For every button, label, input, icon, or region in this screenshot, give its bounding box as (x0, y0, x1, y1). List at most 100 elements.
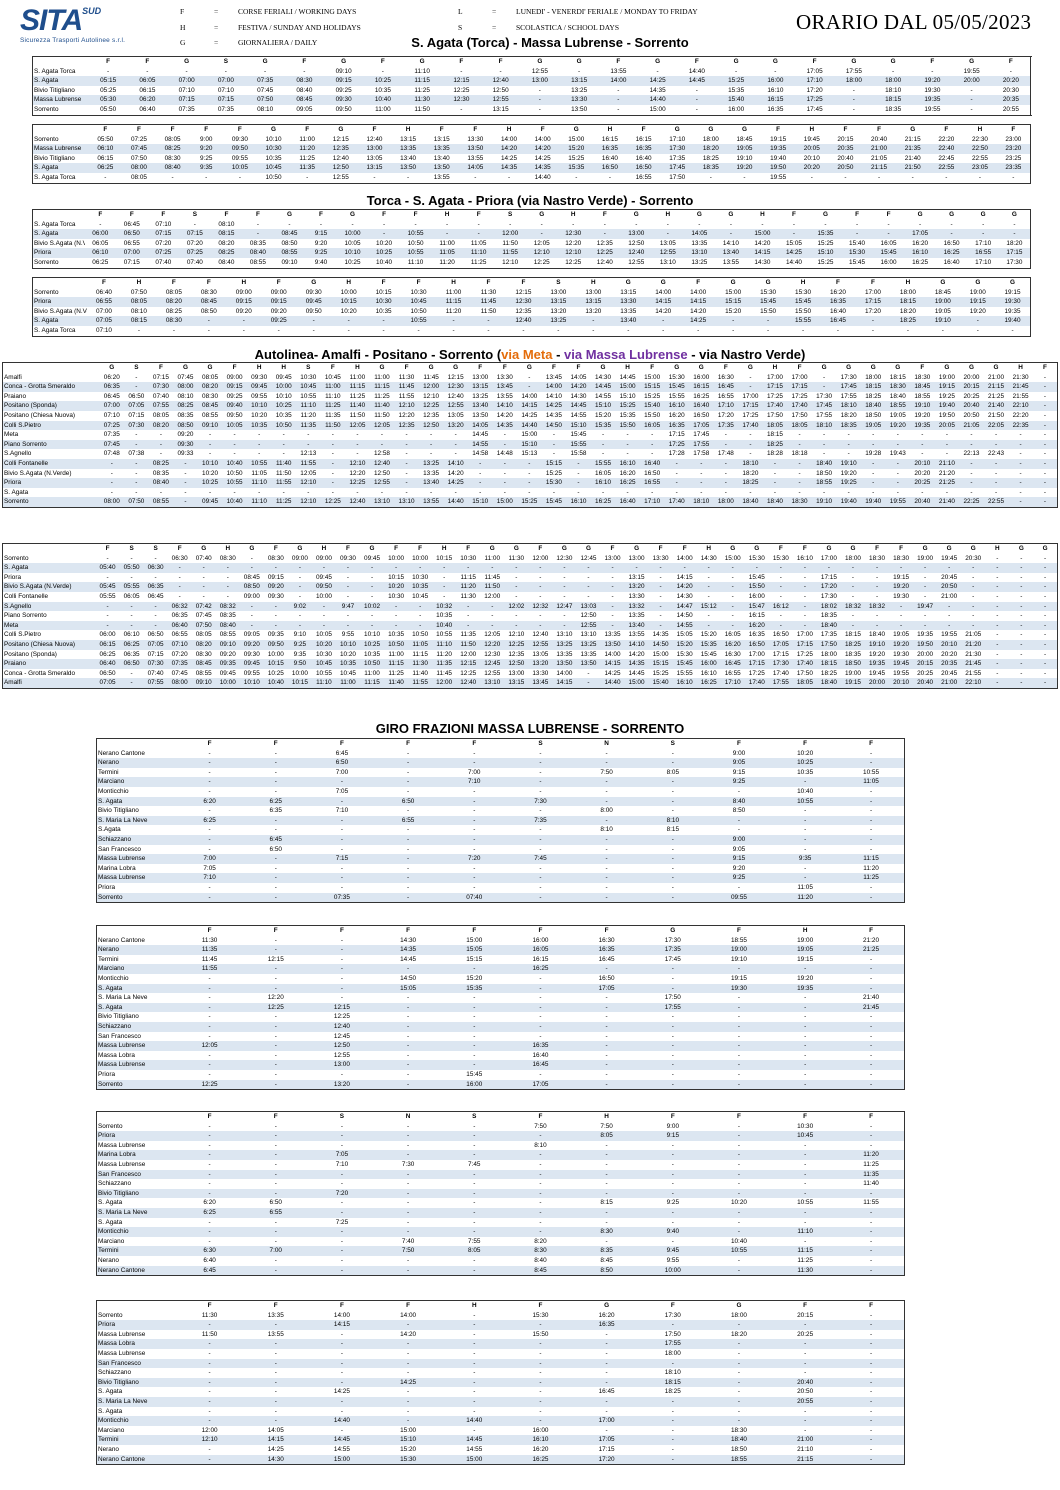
departure-time: 19:15 (840, 678, 865, 689)
service-type: G (809, 209, 842, 220)
departure-time: 13:20 (443, 420, 468, 431)
departure-time: 9:55 (666, 1256, 680, 1264)
departure-time: - (119, 678, 144, 689)
departure-time: - (860, 439, 886, 450)
departure-time: 19:55 (941, 631, 958, 639)
departure-time: - (737, 1032, 741, 1040)
departure-time: 16:25 (590, 497, 616, 508)
departure-time: - (407, 1388, 410, 1396)
departure-time: - (274, 749, 277, 757)
departure-time: - (573, 1079, 640, 1090)
departure-time: 08:40 (215, 620, 240, 631)
departure-time: - (263, 601, 288, 612)
departure-time: - (945, 173, 948, 181)
departure-time: - (384, 620, 409, 631)
departure-time: - (473, 994, 476, 1002)
departure-time: - (443, 573, 446, 581)
departure-time: 12:30 (557, 229, 589, 239)
departure-time: - (750, 316, 786, 326)
departure-time: 14:35 (649, 86, 666, 94)
table-row: Termini 6:30 7:00-7:50 8:05 8:30 8:35 9:45 10:5… (96, 1246, 905, 1256)
departure-time: - (603, 220, 606, 228)
departure-time: 09:10 (281, 258, 298, 266)
departure-time: - (772, 1339, 839, 1349)
departure-time: - (743, 173, 746, 181)
departure-time: - (838, 1377, 905, 1388)
departure-time: - (869, 1311, 873, 1319)
departure-time: - (615, 439, 640, 450)
departure-time: - (335, 620, 361, 631)
departure-time: 11:15 (345, 382, 370, 392)
departure-time: - (639, 1169, 706, 1180)
departure-time: 15:00 (746, 229, 779, 239)
departure-time: 09:30 (243, 650, 260, 658)
departure-time: - (792, 582, 817, 592)
departure-time: - (340, 1369, 343, 1377)
departure-time: 15:50 (760, 307, 777, 315)
departure-time: 20:50 (828, 163, 863, 173)
departure-time: 09:35 (267, 631, 284, 639)
departure-time: - (443, 439, 468, 450)
departure-time: - (408, 563, 433, 573)
departure-time: 14:00 (598, 76, 638, 86)
departure-time: - (226, 316, 262, 326)
stop-name: Massa Lubrense (96, 873, 177, 883)
departure-time: - (705, 1265, 773, 1276)
departure-time: 16:20 (532, 1445, 549, 1453)
stop-name: Bivio Titigliano (96, 1188, 177, 1199)
stop-name: Sorrento (4, 554, 29, 562)
departure-time: - (407, 845, 410, 853)
service-type: H (271, 362, 296, 373)
departure-time: 09:25 (335, 86, 352, 94)
sita-logo: SITASUD Sicurezza Trasporti Autolinee s.… (20, 6, 180, 48)
departure-time: - (838, 834, 905, 845)
departure-time: 10:35 (335, 659, 361, 669)
departure-time: 12:40 (308, 1021, 376, 1032)
departure-time: - (287, 620, 312, 631)
departure-time: 13:35 (424, 144, 459, 154)
departure-time: 07:55 (143, 678, 168, 689)
departure-time: 13:30 (628, 592, 645, 600)
departure-time: - (242, 1188, 309, 1199)
departure-time: - (952, 95, 992, 105)
departure-time: - (431, 229, 463, 239)
departure-time: - (528, 620, 553, 631)
departure-time: 19:35 (1004, 307, 1021, 315)
departure-time: 08:40 (155, 163, 190, 173)
table-row: Bivio Titigliano 05:25 06:15 07:10 07:10 07:4… (33, 86, 1031, 96)
departure-time: - (611, 573, 614, 581)
departure-time: - (659, 612, 662, 620)
departure-time: 09:45 (239, 659, 264, 669)
departure-time: 08:45 (191, 297, 227, 307)
departure-time: - (787, 478, 812, 488)
departure-time: 15:50 (795, 307, 812, 315)
departure-time: 18:40 (816, 678, 841, 689)
departure-time: 21:40 (934, 497, 960, 508)
departure-time: 16:20 (668, 411, 685, 419)
departure-time: - (573, 1396, 640, 1407)
departure-time: - (705, 1041, 773, 1051)
departure-time: 6:45 (335, 749, 349, 757)
departure-time: - (671, 749, 674, 757)
departure-time: 11:30 (398, 373, 415, 381)
departure-time: 17:15 (998, 248, 1031, 258)
departure-time: 15:35 (696, 639, 721, 650)
departure-time: 14:30 (595, 373, 612, 381)
departure-time: - (587, 592, 590, 600)
table-row: San Francesco - - - - - - - - - -11:35 (96, 1169, 905, 1180)
departure-time: - (811, 439, 837, 450)
departure-time: 21:00 (937, 678, 962, 689)
departure-time: 16:35 (767, 105, 784, 113)
departure-time: - (924, 573, 927, 581)
departure-time: - (1044, 650, 1047, 658)
departure-time: 10:05 (344, 239, 361, 247)
departure-time: 10:40 (730, 1237, 747, 1245)
departure-time: - (792, 601, 817, 612)
departure-time: 14:20 (672, 582, 697, 592)
departure-time: 05:30 (88, 95, 128, 105)
departure-time: - (948, 612, 951, 620)
departure-time: - (375, 1320, 442, 1330)
departure-time: - (258, 450, 261, 458)
departure-time: 14:25 (521, 411, 538, 419)
